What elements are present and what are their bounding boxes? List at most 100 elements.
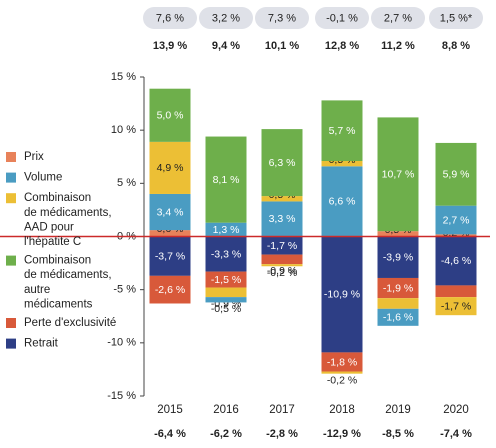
bar-segment	[377, 308, 419, 326]
bar-data-label: 5,0 %	[157, 110, 184, 122]
negative-total-label: -12,9 %	[323, 428, 361, 440]
bar-segment	[149, 88, 191, 142]
bar-segment	[435, 142, 477, 206]
negative-total-label: -2,8 %	[266, 428, 298, 440]
bar-data-label: -3,7 %	[155, 250, 185, 262]
bar-segment	[205, 222, 247, 237]
growth-badge-label: 1,5 %*	[440, 12, 473, 24]
bar-segment	[377, 298, 419, 309]
bar-segment	[261, 264, 303, 267]
bar-data-label: -1,5 %	[211, 274, 241, 286]
bar-data-label: 6,3 %	[269, 157, 296, 169]
y-tick-label: 15 %	[111, 71, 136, 83]
bar-data-label: 2,7 %	[443, 214, 470, 226]
legend-swatch	[6, 193, 16, 204]
growth-badge	[199, 7, 253, 29]
bar-data-label: -1,8 %	[327, 356, 357, 368]
bar-segment	[435, 297, 477, 316]
bar-data-label: -4,6 %	[441, 255, 471, 267]
bar-data-label: -1,7 %	[267, 240, 297, 252]
y-tick-label: -15 %	[107, 390, 136, 402]
legend-swatch	[6, 318, 16, 328]
legend-label: autre	[24, 284, 50, 296]
legend-label: Perte d'exclusivité	[24, 317, 116, 329]
bar-segment	[377, 231, 419, 237]
negative-total-label: -6,4 %	[154, 428, 186, 440]
legend-label: Volume	[24, 172, 62, 184]
legend-label: Combinaison	[24, 192, 91, 204]
legend-label: de médicaments,	[24, 269, 112, 281]
bar-segment	[321, 371, 363, 374]
y-tick-label: -5 %	[113, 284, 136, 296]
legend-swatch	[6, 338, 16, 349]
legend-label: de médicaments,	[24, 207, 112, 219]
bar-data-label: -3,9 %	[383, 252, 413, 264]
bar-segment	[435, 234, 477, 237]
growth-badge	[143, 7, 197, 29]
growth-badge-label: 7,3 %	[268, 12, 296, 24]
bar-segment	[377, 236, 419, 278]
bar-segment	[261, 254, 303, 265]
bar-segment	[205, 136, 247, 223]
x-tick-label: 2020	[443, 404, 469, 416]
bar-segment	[321, 352, 363, 372]
bar-segment	[261, 196, 303, 202]
bar-segment	[149, 236, 191, 276]
y-tick-label: 10 %	[111, 124, 136, 136]
bar-segment	[261, 236, 303, 255]
bar-data-label: -0,9 %	[267, 265, 297, 277]
bar-data-label: 8,1 %	[213, 174, 240, 186]
bar-segment	[149, 230, 191, 237]
bar-data-label: -0,2 %	[267, 267, 297, 279]
bar-data-label: 1,3 %	[213, 224, 240, 236]
positive-total-label: 13,9 %	[153, 40, 187, 52]
positive-total-label: 8,8 %	[442, 40, 470, 52]
bar-data-label: 5,7 %	[329, 125, 356, 137]
negative-total-label: -6,2 %	[210, 428, 242, 440]
x-tick-label: 2018	[329, 404, 355, 416]
legend-label: Combinaison	[24, 255, 91, 267]
bar-data-label: -3,3 %	[211, 248, 241, 260]
growth-badge	[371, 7, 425, 29]
bar-segment	[435, 285, 477, 298]
x-tick-label: 2017	[269, 404, 295, 416]
bar-segment	[205, 297, 247, 303]
bar-data-label: 4,9 %	[157, 162, 184, 174]
positive-total-label: 10,1 %	[265, 40, 299, 52]
bar-segment	[321, 100, 363, 162]
growth-badge-label: 3,2 %	[212, 12, 240, 24]
growth-badge-label: -0,1 %	[326, 12, 358, 24]
bar-data-label: 5,9 %	[443, 169, 470, 181]
legend-label: Prix	[24, 151, 44, 163]
negative-total-label: -7,4 %	[440, 428, 472, 440]
growth-badge-label: 2,7 %	[384, 12, 412, 24]
y-tick-label: 5 %	[117, 177, 136, 189]
bar-data-label: -1,9 %	[383, 282, 413, 294]
bar-data-label: -1,7 %	[441, 300, 471, 312]
bar-data-label: -1,6 %	[383, 312, 413, 324]
bar-segment	[261, 129, 303, 197]
y-tick-label: -10 %	[107, 337, 136, 349]
x-tick-label: 2015	[157, 404, 183, 416]
bar-segment	[261, 201, 303, 237]
bar-segment	[205, 271, 247, 288]
bar-data-label: 3,3 %	[269, 213, 296, 225]
growth-badge	[429, 7, 483, 29]
bar-segment	[321, 161, 363, 167]
growth-badge	[315, 7, 369, 29]
positive-total-label: 11,2 %	[381, 40, 415, 52]
bar-data-label: -0,5 %	[211, 303, 241, 315]
legend-label: Retrait	[24, 338, 59, 350]
bar-segment	[435, 205, 477, 235]
bar-data-label: 3,4 %	[157, 206, 184, 218]
x-tick-label: 2019	[385, 404, 411, 416]
growth-badge-label: 7,6 %	[156, 12, 184, 24]
legend-swatch	[6, 152, 16, 162]
bar-segment	[377, 277, 419, 299]
positive-total-label: 9,4 %	[212, 40, 240, 52]
x-tick-label: 2016	[213, 404, 239, 416]
bar-data-label: 6,6 %	[329, 196, 356, 208]
bar-segment	[149, 141, 191, 194]
legend-label: l'hépatite C	[24, 236, 81, 248]
legend-swatch	[6, 172, 16, 183]
